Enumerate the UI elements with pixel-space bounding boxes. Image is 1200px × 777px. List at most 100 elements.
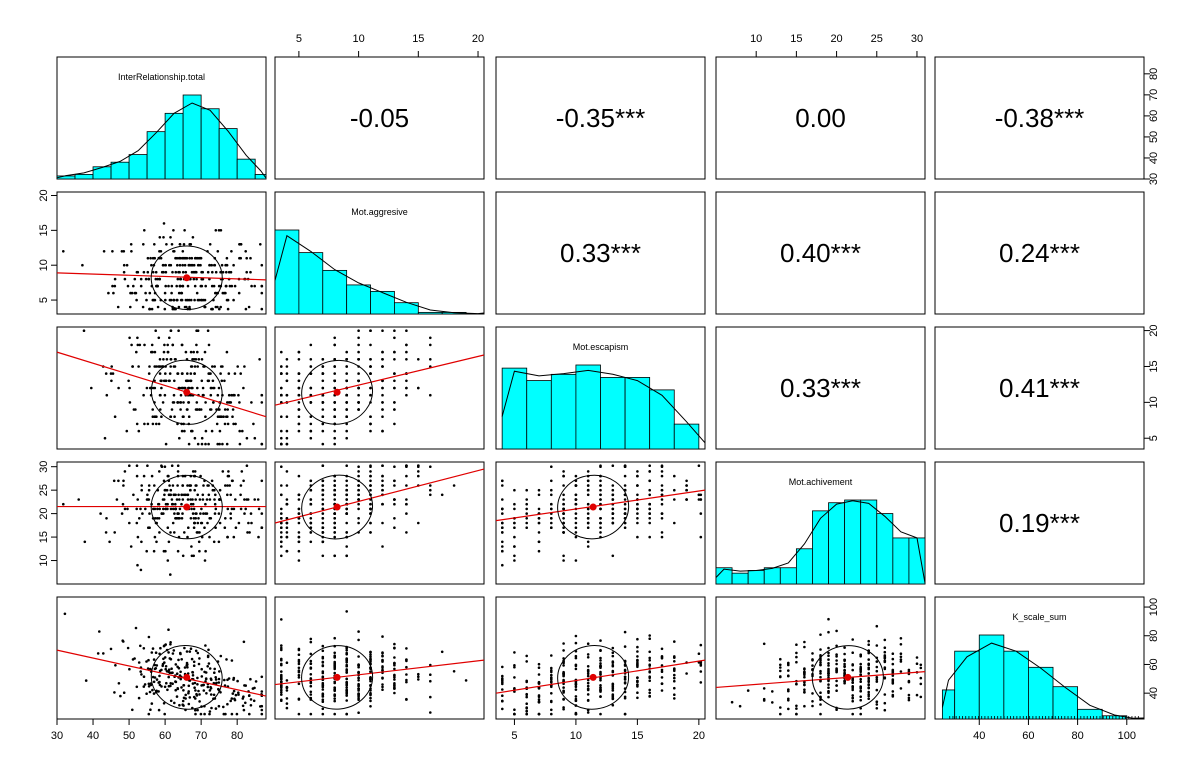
scatter-point (321, 422, 325, 426)
scatter-point (623, 668, 627, 672)
scatter-point (186, 372, 189, 375)
scatter-point (429, 393, 432, 397)
scatter-point (159, 250, 163, 253)
scatter-point (309, 422, 313, 426)
mean-point (183, 503, 191, 511)
scatter-point (599, 464, 602, 468)
scatter-point (309, 640, 313, 644)
scatter-point (369, 470, 372, 473)
scatter-point (181, 484, 185, 487)
scatter-point (132, 284, 135, 288)
scatter-point (176, 401, 179, 404)
scatter-point (899, 658, 903, 661)
scatter-point (260, 512, 264, 515)
scatter-point (238, 401, 241, 404)
scatter-point (211, 270, 214, 274)
scatter-point (131, 708, 134, 712)
scatter-point (369, 657, 372, 660)
y-tick-label: 20 (1148, 324, 1160, 336)
scatter-point (169, 657, 173, 661)
scatter-point (183, 263, 187, 267)
scatter-point (164, 298, 167, 302)
scatter-point (280, 680, 283, 683)
scatter-point (250, 521, 253, 525)
scatter-point (513, 665, 516, 669)
scatter-point (574, 517, 578, 520)
scatter-point (169, 643, 172, 646)
scatter-point (135, 350, 138, 354)
x-tick-label: 80 (1071, 730, 1083, 742)
scatter-point (501, 498, 504, 501)
scatter-point (779, 706, 782, 709)
panel-r4-c0 (56, 596, 267, 720)
scatter-point (102, 652, 105, 655)
scatter-point (192, 277, 196, 281)
scatter-point (345, 498, 349, 501)
scatter-point (550, 692, 553, 695)
scatter-point (586, 540, 590, 544)
scatter-point (62, 502, 65, 506)
scatter-point (154, 651, 158, 654)
scatter-point (203, 298, 207, 302)
scatter-point (146, 270, 150, 274)
scatter-point (232, 263, 235, 267)
scatter-point (333, 386, 337, 390)
scatter-point (248, 712, 251, 716)
scatter-point (139, 284, 143, 288)
y-tick-label: 15 (38, 224, 50, 236)
scatter-point (699, 662, 703, 666)
scatter-point (195, 291, 199, 295)
scatter-point (228, 484, 231, 487)
scatter-point (648, 502, 651, 506)
scatter-point (125, 263, 129, 267)
scatter-point (623, 512, 627, 515)
scatter-point (501, 563, 504, 567)
scatter-point (177, 517, 180, 520)
scatter-point (550, 517, 553, 520)
scatter-point (242, 640, 246, 644)
correlation-ellipse (150, 245, 223, 310)
scatter-point (574, 512, 578, 515)
scatter-point (464, 679, 468, 682)
scatter-point (357, 521, 360, 525)
scatter-point (513, 507, 516, 511)
scatter-point (357, 343, 360, 347)
scatter-point (827, 662, 830, 665)
scatter-point (369, 660, 372, 663)
scatter-point (257, 535, 260, 539)
y-tick-label: 50 (1148, 131, 1160, 143)
scatter-point (168, 379, 171, 383)
scatter-point (899, 670, 903, 673)
scatter-point (171, 521, 175, 525)
scatter-point (883, 693, 887, 696)
scatter-point (114, 664, 117, 667)
x-tick-label: 15 (631, 730, 643, 742)
scatter-point (333, 479, 337, 483)
scatter-point (891, 669, 895, 673)
x-tick-label: 20 (830, 33, 842, 45)
scatter-point (673, 640, 676, 643)
scatter-point (203, 559, 207, 562)
scatter-point (611, 554, 615, 558)
scatter-point (169, 682, 172, 685)
panel-r1-c0 (56, 191, 267, 315)
histogram-bar (978, 634, 1005, 720)
scatter-point (147, 635, 151, 639)
scatter-point (122, 479, 125, 483)
scatter-point (148, 512, 151, 515)
scatter-point (194, 358, 198, 361)
correlation-label: -0.35*** (556, 103, 646, 133)
scatter-point (225, 270, 228, 274)
scatter-point (219, 654, 223, 658)
scatter-point (158, 277, 161, 281)
scatter-point (525, 710, 528, 713)
scatter-point (345, 684, 349, 687)
scatter-point (586, 681, 590, 685)
scatter-point (226, 493, 229, 497)
scatter-point (209, 687, 213, 690)
scatter-point (309, 531, 313, 534)
scatter-point (599, 498, 602, 501)
scatter-point (537, 700, 541, 704)
scatter-point (891, 680, 895, 684)
scatter-point (239, 372, 242, 375)
